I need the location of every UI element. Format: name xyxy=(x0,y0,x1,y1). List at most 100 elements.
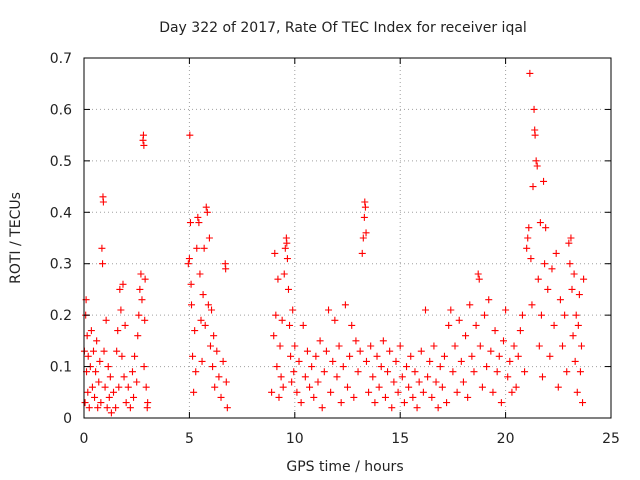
data-point xyxy=(116,285,124,293)
data-point xyxy=(89,347,97,355)
data-point xyxy=(550,321,558,329)
data-point xyxy=(561,311,569,319)
data-point xyxy=(449,368,457,376)
data-point xyxy=(489,388,497,396)
data-point xyxy=(274,275,282,283)
data-point xyxy=(222,378,230,386)
data-point xyxy=(83,332,91,340)
data-point xyxy=(565,239,573,247)
data-point xyxy=(341,301,349,309)
data-point xyxy=(579,399,587,407)
data-point xyxy=(485,296,493,304)
data-point xyxy=(386,347,394,355)
data-point xyxy=(106,373,114,381)
data-point xyxy=(554,383,562,391)
data-point xyxy=(273,363,281,371)
data-point xyxy=(268,388,276,396)
data-point xyxy=(375,383,383,391)
data-point xyxy=(213,347,221,355)
data-point xyxy=(577,342,585,350)
data-point xyxy=(141,275,149,283)
data-point xyxy=(271,249,279,257)
data-point xyxy=(419,388,427,396)
data-points xyxy=(80,69,588,417)
data-point xyxy=(275,393,283,401)
data-point xyxy=(540,177,548,185)
data-point xyxy=(459,378,467,386)
data-point xyxy=(337,399,345,407)
grid-lines xyxy=(84,58,611,418)
data-point xyxy=(472,321,480,329)
data-point xyxy=(563,368,571,376)
data-point xyxy=(388,404,396,412)
data-point xyxy=(95,378,103,386)
data-point xyxy=(99,198,107,206)
data-point xyxy=(97,399,105,407)
x-tick-label: 25 xyxy=(602,431,620,447)
plot-frame xyxy=(83,57,612,419)
data-point xyxy=(196,270,204,278)
data-point xyxy=(138,296,146,304)
data-point xyxy=(474,270,482,278)
data-point xyxy=(516,327,524,335)
data-point xyxy=(436,363,444,371)
data-point xyxy=(84,352,92,360)
data-point xyxy=(361,203,369,211)
data-point xyxy=(308,363,316,371)
data-point xyxy=(462,332,470,340)
data-point xyxy=(270,332,278,340)
data-point xyxy=(299,321,307,329)
data-point xyxy=(91,393,99,401)
data-point xyxy=(88,383,96,391)
data-point xyxy=(187,280,195,288)
data-point xyxy=(310,393,318,401)
data-point xyxy=(119,280,127,288)
data-point xyxy=(373,352,381,360)
data-point xyxy=(278,316,286,324)
data-point xyxy=(287,352,295,360)
data-point xyxy=(528,301,536,309)
data-point xyxy=(541,260,549,268)
y-tick-label: 0 xyxy=(63,411,72,427)
data-point xyxy=(122,399,130,407)
data-point xyxy=(405,383,413,391)
data-point xyxy=(523,244,531,252)
data-point xyxy=(468,352,476,360)
data-point xyxy=(134,332,142,340)
data-point xyxy=(384,368,392,376)
data-point xyxy=(139,131,147,139)
data-point xyxy=(281,244,289,252)
data-point xyxy=(186,131,194,139)
data-point xyxy=(512,383,520,391)
data-point xyxy=(483,363,491,371)
data-point xyxy=(325,306,333,314)
y-tick-label: 0.2 xyxy=(50,308,72,324)
data-point xyxy=(118,352,126,360)
data-point xyxy=(199,291,207,299)
data-point xyxy=(314,378,322,386)
data-point xyxy=(203,208,211,216)
data-point xyxy=(103,404,111,412)
data-point xyxy=(407,352,415,360)
data-point xyxy=(84,388,92,396)
data-point xyxy=(475,275,483,283)
data-point xyxy=(440,352,448,360)
data-point xyxy=(390,378,398,386)
data-point xyxy=(333,373,341,381)
data-point xyxy=(544,285,552,293)
data-point xyxy=(361,198,369,206)
data-point xyxy=(201,321,209,329)
data-point xyxy=(208,306,216,314)
data-point xyxy=(571,357,579,365)
data-point xyxy=(316,337,324,345)
data-point xyxy=(190,388,198,396)
data-point xyxy=(362,229,370,237)
data-point xyxy=(434,404,442,412)
data-point xyxy=(559,342,567,350)
data-point xyxy=(184,260,192,268)
data-point xyxy=(443,399,451,407)
data-point xyxy=(280,270,288,278)
data-point xyxy=(140,363,148,371)
data-point xyxy=(195,219,203,227)
data-point xyxy=(421,306,429,314)
